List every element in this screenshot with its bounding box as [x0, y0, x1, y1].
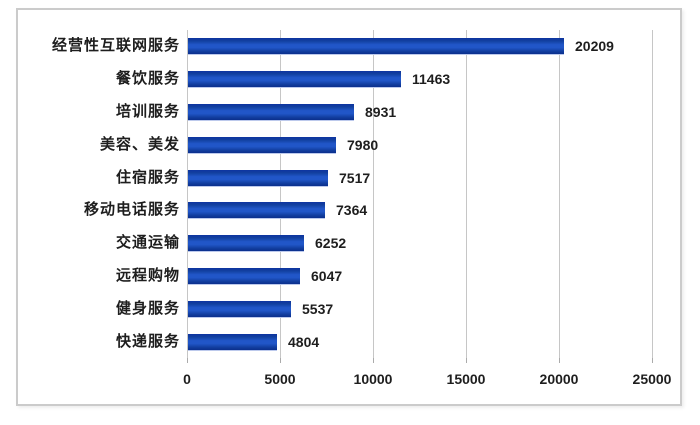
axis-tick: [280, 358, 281, 363]
category-label: 培训服务: [115, 103, 180, 120]
axis-tick: [559, 358, 560, 363]
category-label: 快递服务: [115, 333, 180, 350]
value-label: 4804: [288, 334, 320, 350]
y-axis-line: [187, 30, 188, 358]
x-tick-label: 25000: [632, 371, 672, 387]
value-label: 6252: [315, 235, 347, 251]
category-label: 住宿服务: [115, 169, 180, 186]
bar: [188, 334, 277, 350]
category-label: 交通运输: [115, 234, 180, 251]
value-label: 5537: [302, 301, 334, 317]
bar: [188, 104, 354, 120]
bar: [188, 137, 336, 153]
bar: [188, 170, 328, 186]
bar: [188, 235, 304, 251]
bar: [188, 38, 564, 54]
value-label: 6047: [311, 268, 343, 284]
value-label: 11463: [412, 71, 451, 87]
axis-tick: [187, 358, 188, 363]
category-label: 餐饮服务: [115, 70, 180, 87]
category-label: 移动电话服务: [83, 201, 180, 218]
bar: [188, 202, 325, 218]
axis-tick: [466, 358, 467, 363]
value-label: 20209: [575, 38, 614, 54]
bar: [188, 268, 300, 284]
gridline: [373, 30, 374, 358]
x-tick-label: 15000: [446, 371, 486, 387]
value-label: 7980: [347, 137, 379, 153]
x-tick-label: 5000: [264, 371, 296, 387]
category-label: 远程购物: [115, 267, 180, 284]
axis-tick: [373, 358, 374, 363]
axis-tick: [652, 358, 653, 363]
value-label: 7517: [339, 170, 371, 186]
gridline: [280, 30, 281, 358]
category-label: 美容、美发: [99, 136, 180, 153]
x-tick-label: 20000: [539, 371, 579, 387]
x-tick-label: 0: [183, 371, 191, 387]
value-label: 8931: [365, 104, 397, 120]
bar: [188, 71, 401, 87]
bar: [188, 301, 291, 317]
gridline: [652, 30, 653, 358]
category-label: 经营性互联网服务: [51, 37, 180, 54]
gridline: [559, 30, 560, 358]
value-label: 7364: [336, 202, 368, 218]
category-label: 健身服务: [115, 300, 180, 317]
gridline: [466, 30, 467, 358]
x-tick-label: 10000: [353, 371, 393, 387]
